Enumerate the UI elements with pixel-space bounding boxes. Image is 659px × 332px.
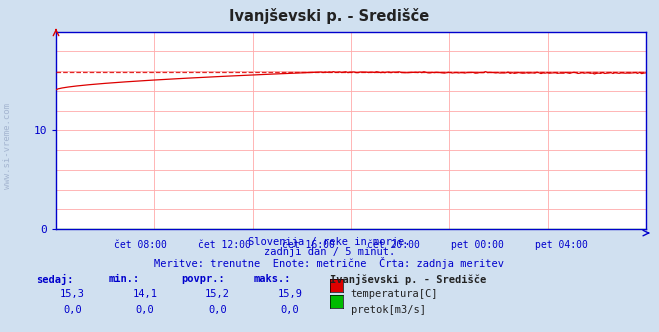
Text: 15,2: 15,2 [205, 289, 230, 299]
Text: 0,0: 0,0 [136, 305, 154, 315]
Text: čet 20:00: čet 20:00 [366, 240, 420, 250]
Text: 0,0: 0,0 [63, 305, 82, 315]
Text: sedaj:: sedaj: [36, 274, 74, 285]
Text: 15,9: 15,9 [277, 289, 302, 299]
Text: 0,0: 0,0 [208, 305, 227, 315]
Text: temperatura[C]: temperatura[C] [351, 289, 438, 299]
Text: 0,0: 0,0 [281, 305, 299, 315]
Text: čet 12:00: čet 12:00 [198, 240, 251, 250]
Text: pretok[m3/s]: pretok[m3/s] [351, 305, 426, 315]
Text: povpr.:: povpr.: [181, 274, 225, 284]
Text: 15,3: 15,3 [60, 289, 85, 299]
Text: maks.:: maks.: [254, 274, 291, 284]
Text: 14,1: 14,1 [132, 289, 158, 299]
Text: Slovenija / reke in morje.: Slovenija / reke in morje. [248, 237, 411, 247]
Text: Meritve: trenutne  Enote: metrične  Črta: zadnja meritev: Meritve: trenutne Enote: metrične Črta: … [154, 257, 505, 269]
Text: čet 16:00: čet 16:00 [282, 240, 335, 250]
Text: min.:: min.: [109, 274, 140, 284]
Text: čet 08:00: čet 08:00 [114, 240, 167, 250]
Text: pet 00:00: pet 00:00 [451, 240, 503, 250]
Text: zadnji dan / 5 minut.: zadnji dan / 5 minut. [264, 247, 395, 257]
Text: Ivanjševski p. - Središče: Ivanjševski p. - Središče [229, 8, 430, 24]
Text: Ivanjševski p. - Središče: Ivanjševski p. - Središče [330, 274, 486, 285]
Text: pet 04:00: pet 04:00 [535, 240, 588, 250]
Text: www.si-vreme.com: www.si-vreme.com [3, 103, 13, 189]
